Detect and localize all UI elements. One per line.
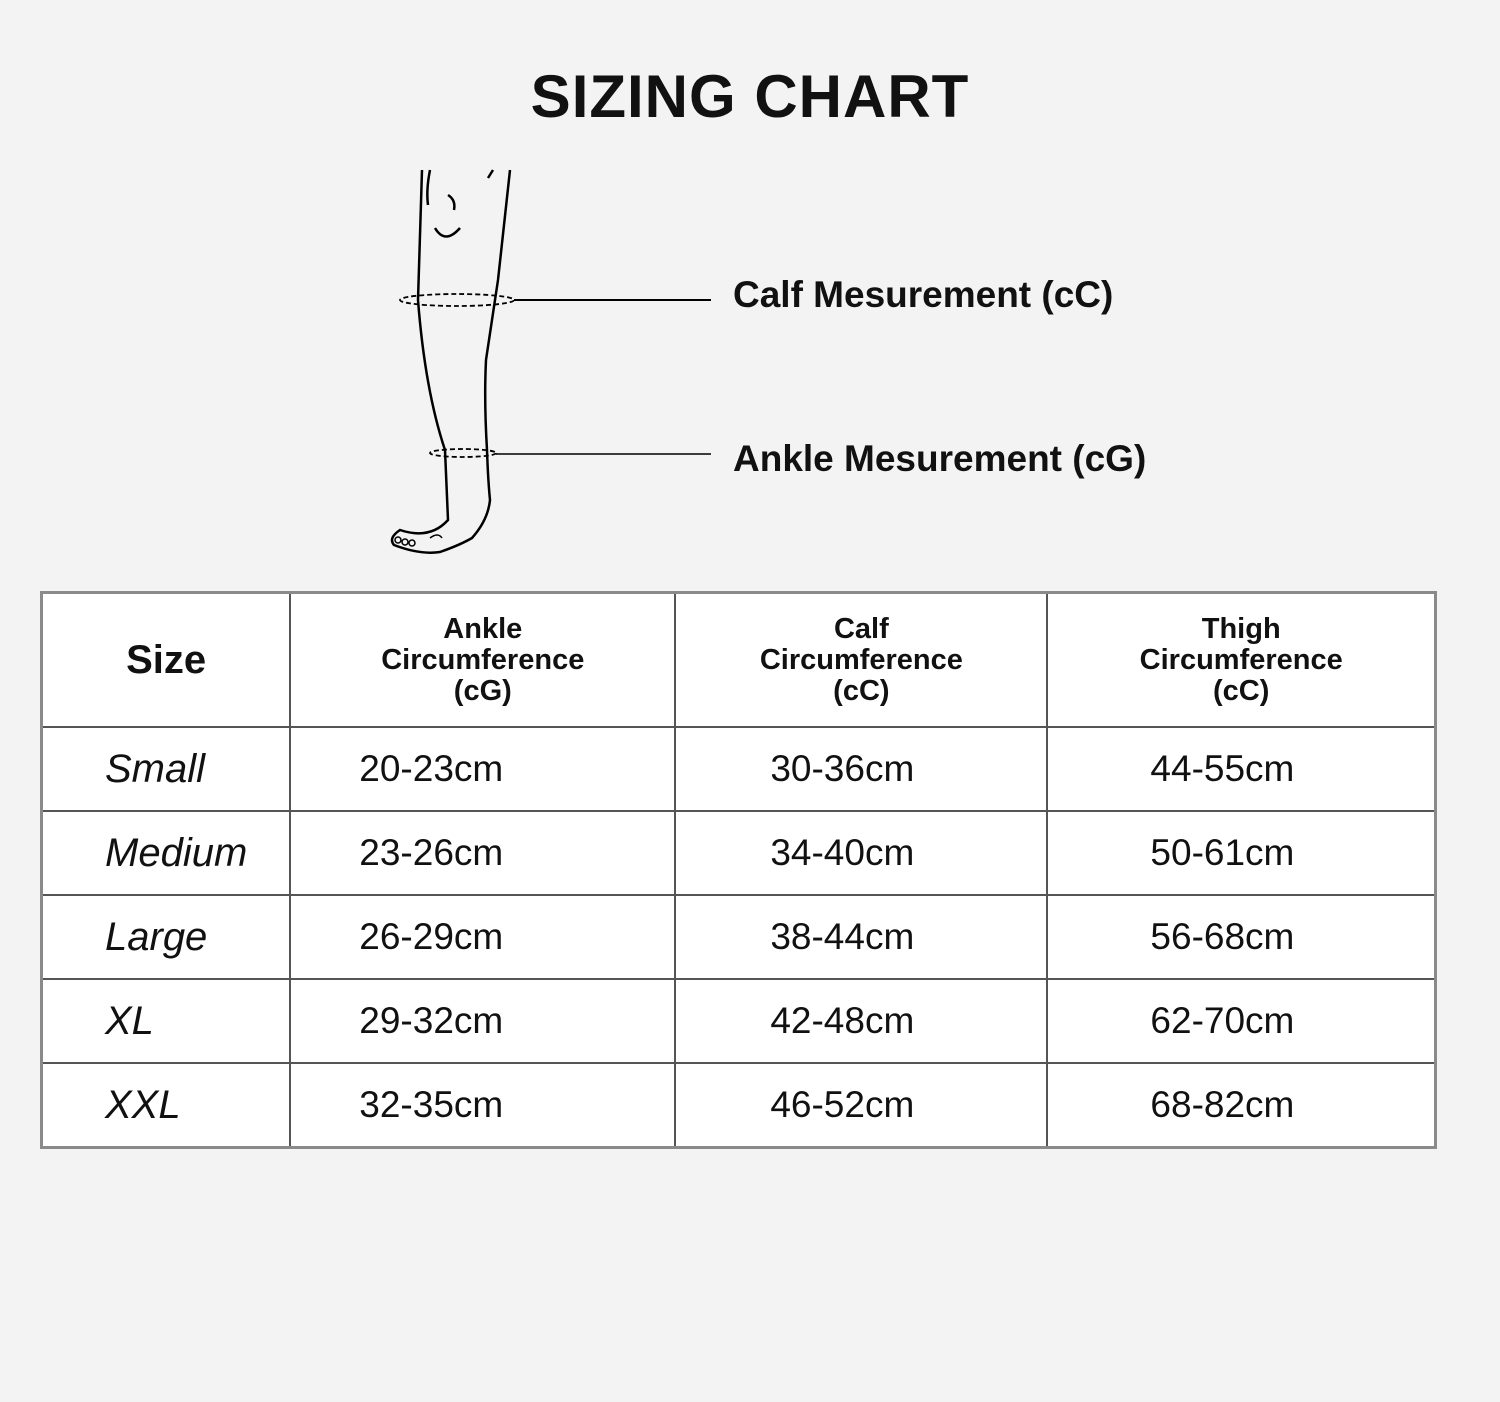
header-text: Circumference <box>1139 643 1343 676</box>
measurement-cell: 42-48cm <box>674 978 1049 1064</box>
leg-illustration <box>390 169 711 554</box>
header-text: Circumference <box>381 643 585 676</box>
size-cell: XXL <box>40 1062 292 1149</box>
header-text: (cG) <box>453 674 512 707</box>
header-ankle: Ankle Circumference (cG) <box>289 591 677 728</box>
table-row: XXL 32-35cm 46-52cm 68-82cm <box>40 1062 1437 1149</box>
measurement-cell: 32-35cm <box>289 1062 677 1149</box>
measurement-cell: 62-70cm <box>1046 978 1437 1064</box>
header-text: Size <box>126 637 207 682</box>
size-cell: Small <box>40 726 292 812</box>
header-text: (cC) <box>833 674 890 707</box>
table-row: Small 20-23cm 30-36cm 44-55cm <box>40 726 1437 812</box>
measurement-cell: 50-61cm <box>1046 810 1437 896</box>
measurement-cell: 20-23cm <box>289 726 677 812</box>
measurement-cell: 23-26cm <box>289 810 677 896</box>
size-cell: Large <box>40 894 292 980</box>
page-title: SIZING CHART <box>530 63 970 130</box>
header-size: Size <box>40 591 292 728</box>
table-row: Medium 23-26cm 34-40cm 50-61cm <box>40 810 1437 896</box>
header-text: Thigh <box>1201 612 1281 645</box>
header-thigh: Thigh Circumference (cC) <box>1046 591 1437 728</box>
header-calf: Calf Circumference (cC) <box>674 591 1049 728</box>
header-text: Ankle <box>443 612 523 645</box>
size-cell: Medium <box>40 810 292 896</box>
sizing-table: Size Ankle Circumference (cG) Calf Circumfe… <box>40 591 1437 1149</box>
measurement-cell: 46-52cm <box>674 1062 1049 1149</box>
table-row: XL 29-32cm 42-48cm 62-70cm <box>40 978 1437 1064</box>
header-text: Circumference <box>759 643 963 676</box>
ankle-measurement-label: Ankle Mesurement (cG) <box>733 438 1147 479</box>
measurement-cell: 68-82cm <box>1046 1062 1437 1149</box>
calf-measurement-label: Calf Mesurement (cC) <box>733 274 1114 315</box>
measurement-cell: 26-29cm <box>289 894 677 980</box>
table-row: Large 26-29cm 38-44cm 56-68cm <box>40 894 1437 980</box>
measurement-cell: 38-44cm <box>674 894 1049 980</box>
measurement-cell: 56-68cm <box>1046 894 1437 980</box>
measurement-cell: 29-32cm <box>289 978 677 1064</box>
measurement-cell: 34-40cm <box>674 810 1049 896</box>
table-header-row: Size Ankle Circumference (cG) Calf Circumfe… <box>40 591 1437 728</box>
header-text: (cC) <box>1213 674 1270 707</box>
header-text: Calf <box>833 612 889 645</box>
measurement-cell: 44-55cm <box>1046 726 1437 812</box>
measurement-cell: 30-36cm <box>674 726 1049 812</box>
size-cell: XL <box>40 978 292 1064</box>
